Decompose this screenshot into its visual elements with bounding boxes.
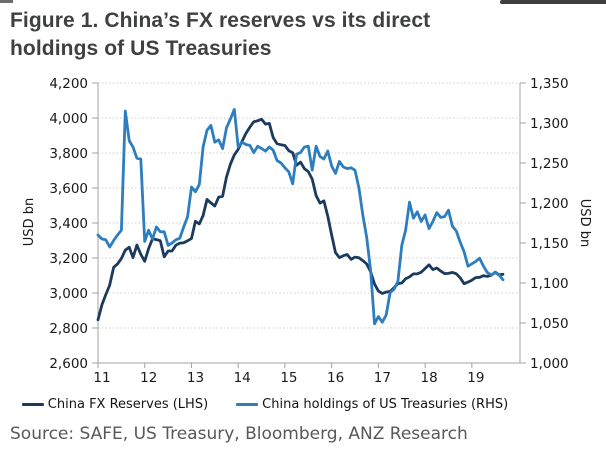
y-axis-right-tick-label: 1,200	[530, 196, 569, 212]
y-axis-right-tick-label: 1,050	[530, 316, 569, 332]
y-axis-left-tick-label: 3,400	[49, 216, 88, 232]
top-right-edge-strip	[500, 0, 606, 4]
y-axis-left-tick-label: 2,600	[49, 356, 88, 372]
x-axis-tick-label: 12	[140, 370, 157, 386]
ust-holdings-line	[96, 108, 505, 326]
y-axis-right-tick-label: 1,350	[530, 76, 569, 92]
y-axis-left-tick-label: 3,200	[49, 251, 88, 267]
x-axis-tick-label: 19	[467, 370, 484, 386]
legend-item-fx-reserves: China FX Reserves (LHS)	[21, 397, 209, 412]
x-axis-tick-label: 15	[280, 370, 297, 386]
figure-title: Figure 1. China’s FX reserves vs its dir…	[10, 7, 570, 63]
x-axis-tick-label: 16	[327, 370, 344, 386]
top-left-edge-strip	[0, 0, 13, 3]
y-axis-right-title: USD bn	[577, 198, 592, 248]
y-axis-left-tick-label: 2,800	[49, 321, 88, 337]
figure-title-line2: holdings of US Treasuries	[10, 37, 272, 60]
x-axis-tick-label: 11	[93, 370, 110, 386]
y-axis-left-tick-label: 4,200	[49, 76, 88, 92]
x-axis-tick-label: 18	[421, 370, 438, 386]
y-axis-left-tick-label: 4,000	[49, 111, 88, 127]
fx-reserves-line	[96, 117, 505, 322]
legend-label-treasuries: China holdings of US Treasuries (RHS)	[262, 397, 509, 412]
y-axis-right-tick-label: 1,100	[530, 276, 569, 292]
y-axis-right-tick-label: 1,250	[530, 156, 569, 172]
y-axis-right-tick-label: 1,150	[530, 236, 569, 252]
x-axis-tick-label: 14	[234, 370, 251, 386]
source-attribution: Source: SAFE, US Treasury, Bloomberg, AN…	[10, 424, 468, 444]
x-axis-tick-label: 13	[187, 370, 204, 386]
x-axis-tick-label: 17	[374, 370, 391, 386]
y-axis-left-tick-label: 3,600	[49, 181, 88, 197]
figure-title-line1: Figure 1. China’s FX reserves vs its dir…	[10, 9, 431, 32]
legend-line-swatch-fx-reserves	[21, 403, 44, 406]
legend-line-swatch-treasuries	[236, 403, 259, 406]
y-axis-right-tick-label: 1,000	[530, 356, 569, 372]
y-axis-right-tick-label: 1,300	[530, 116, 569, 132]
y-axis-left-tick-label: 3,000	[49, 286, 88, 302]
y-axis-left-tick-label: 3,800	[49, 146, 88, 162]
legend-item-treasuries: China holdings of US Treasuries (RHS)	[236, 397, 508, 412]
legend-label-fx-reserves: China FX Reserves (LHS)	[47, 397, 209, 412]
y-axis-left-title: USD bn	[22, 197, 37, 247]
legend: China FX Reserves (LHS) China holdings o…	[0, 397, 530, 412]
